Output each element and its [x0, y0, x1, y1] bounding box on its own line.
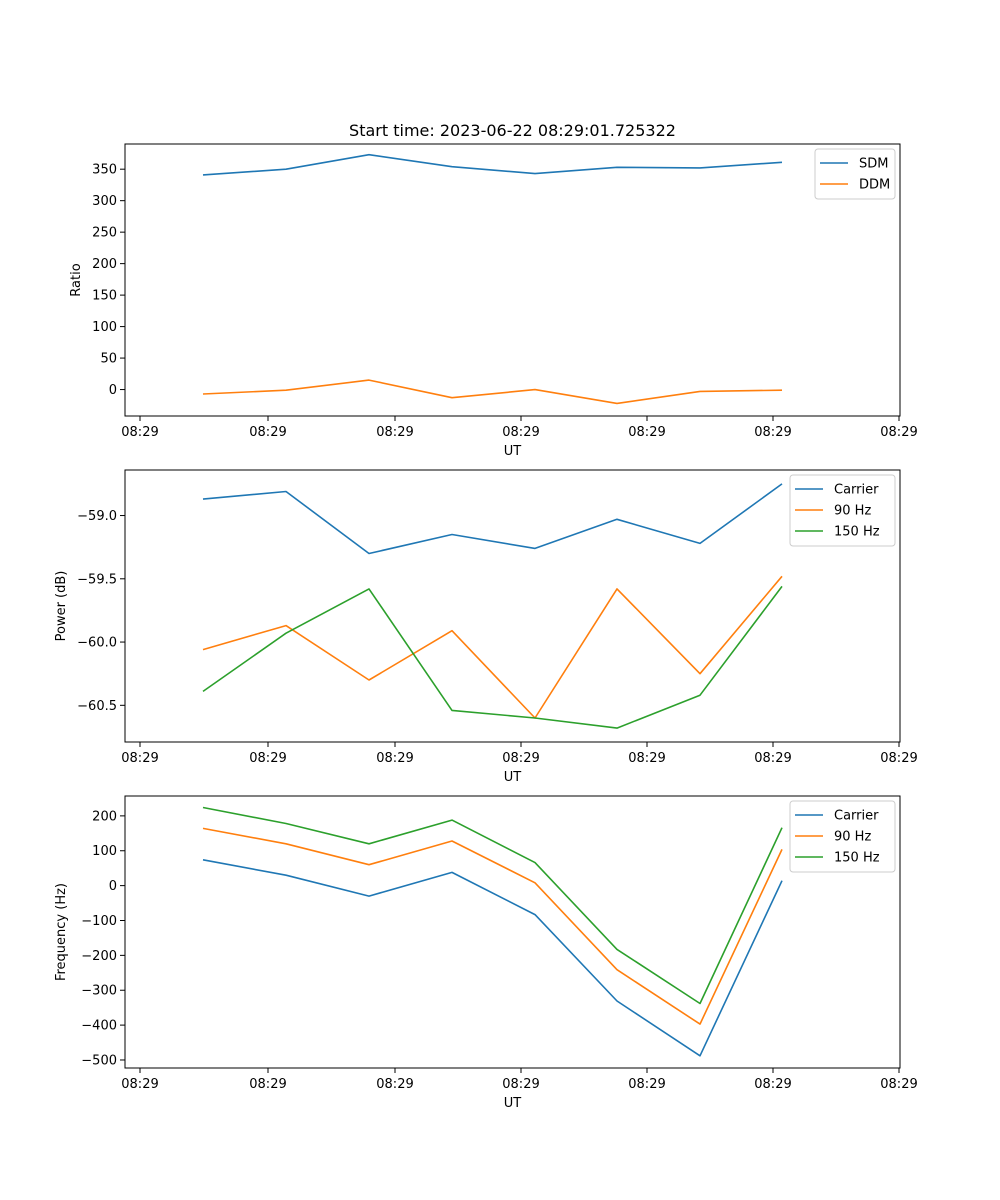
y-tick-label: 300	[92, 194, 117, 209]
y-tick-label: 100	[92, 844, 117, 859]
legend: SDM DDM	[814, 148, 896, 200]
y-tick-label: −59.0	[77, 509, 117, 524]
y-tick-label: −200	[81, 949, 117, 964]
chart-panel-2: 08:29 08:29 08:29 08:29 08:29 08:29 08:29 −60.5…	[54, 469, 918, 785]
y-tick-label: 250	[92, 226, 117, 241]
series-line-150-hz	[202, 806, 783, 1005]
panels: 08:29 08:29 08:29 08:29 08:29 08:29 08:29 0 50 10…	[54, 143, 918, 1111]
x-tick-label: 08:29	[754, 751, 791, 766]
x-tick-label: 08:29	[880, 751, 917, 766]
y-tick-label: 200	[92, 257, 117, 272]
legend-box	[789, 474, 896, 547]
y-tick-label: −100	[81, 914, 117, 929]
y-tick-label: 0	[109, 383, 117, 398]
y-tick-label: −400	[81, 1019, 117, 1034]
y-tick-label: 0	[109, 879, 117, 894]
x-axis-label: UT	[504, 770, 522, 785]
x-axis-label: UT	[504, 1096, 522, 1111]
x-tick-label: 08:29	[249, 1077, 286, 1092]
x-tick-label: 08:29	[249, 751, 286, 766]
x-tick-label: 08:29	[376, 425, 413, 440]
series-line-90-hz	[202, 827, 783, 1025]
x-tick-label: 08:29	[628, 425, 665, 440]
figure-title: Start time: 2023-06-22 08:29:01.725322	[349, 121, 676, 140]
chart-panel-3: 08:29 08:29 08:29 08:29 08:29 08:29 08:29 −500 −…	[54, 795, 918, 1111]
series-line-carrier	[202, 483, 783, 555]
series-line-90-hz	[202, 575, 783, 719]
series-line-sdm	[202, 153, 783, 176]
axes-frame	[124, 143, 901, 417]
legend-label: 150 Hz	[834, 851, 880, 866]
x-tick-label: 08:29	[502, 751, 539, 766]
axes-frame	[124, 469, 901, 743]
x-tick-label: 08:29	[628, 1077, 665, 1092]
legend: Carrier 90 Hz 150 Hz	[789, 474, 896, 547]
y-axis-label: Frequency (Hz)	[54, 883, 69, 981]
x-tick-label: 08:29	[880, 425, 917, 440]
x-tick-label: 08:29	[880, 1077, 917, 1092]
legend-label: 90 Hz	[834, 504, 871, 519]
x-tick-label: 08:29	[628, 751, 665, 766]
x-tick-label: 08:29	[376, 1077, 413, 1092]
series-line-ddm	[202, 379, 783, 405]
legend-box	[814, 148, 896, 200]
x-axis-label: UT	[504, 444, 522, 459]
y-tick-label: −300	[81, 984, 117, 999]
legend-label: Carrier	[834, 483, 879, 498]
chart-panel-1: 08:29 08:29 08:29 08:29 08:29 08:29 08:29 0 50 10…	[69, 143, 918, 459]
x-tick-label: 08:29	[502, 1077, 539, 1092]
legend-label: 150 Hz	[834, 525, 880, 540]
y-tick-label: 350	[92, 163, 117, 178]
x-tick-label: 08:29	[754, 1077, 791, 1092]
y-tick-label: −500	[81, 1053, 117, 1068]
legend-label: Carrier	[834, 809, 879, 824]
series-line-150-hz	[202, 585, 783, 729]
x-tick-label: 08:29	[121, 1077, 158, 1092]
y-tick-label: −59.5	[77, 572, 117, 587]
x-tick-label: 08:29	[249, 425, 286, 440]
y-tick-label: −60.5	[77, 699, 117, 714]
legend-label: DDM	[859, 178, 890, 193]
axes-frame	[124, 795, 901, 1069]
x-tick-label: 08:29	[502, 425, 539, 440]
legend-box	[789, 800, 896, 873]
y-tick-label: 100	[92, 320, 117, 335]
legend: Carrier 90 Hz 150 Hz	[789, 800, 896, 873]
x-tick-label: 08:29	[376, 751, 413, 766]
legend-label: 90 Hz	[834, 830, 871, 845]
x-tick-label: 08:29	[754, 425, 791, 440]
y-tick-label: 200	[92, 809, 117, 824]
legend-label: SDM	[859, 157, 888, 172]
y-axis-label: Power (dB)	[54, 571, 69, 642]
series-line-carrier	[202, 859, 783, 1057]
y-tick-label: 50	[100, 352, 117, 367]
x-tick-label: 08:29	[121, 751, 158, 766]
x-tick-label: 08:29	[121, 425, 158, 440]
y-tick-label: 150	[92, 289, 117, 304]
y-axis-label: Ratio	[69, 263, 84, 296]
y-tick-label: −60.0	[77, 636, 117, 651]
